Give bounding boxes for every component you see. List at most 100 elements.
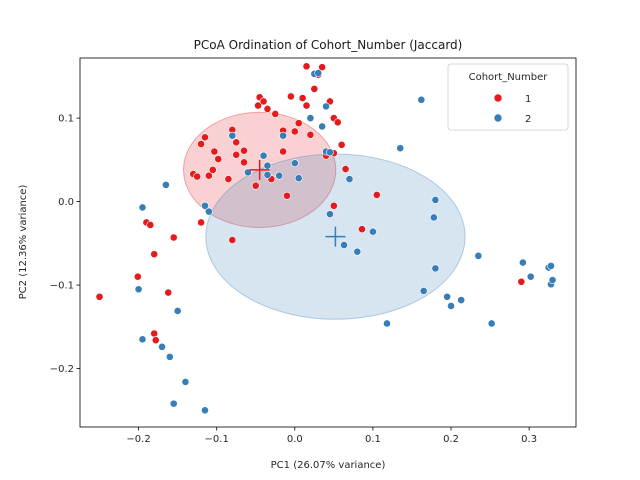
point-cohort-1 [358,225,366,234]
y-tick-label: 0.0 [58,197,74,208]
centroid-cohort-2 [325,226,346,247]
point-cohort-1 [133,272,142,281]
legend-label-cohort-1: 1 [525,94,531,105]
point-cohort-2 [457,296,466,305]
point-cohort-2 [369,227,377,236]
point-cohort-2 [548,276,557,284]
point-cohort-1 [259,97,268,106]
point-cohort-1 [286,92,295,101]
point-cohort-2 [173,307,182,315]
point-cohort-1 [372,191,381,199]
point-cohort-2 [138,203,147,212]
point-cohort-2 [165,352,174,361]
point-cohort-2 [431,196,440,204]
point-cohort-1 [201,133,209,142]
point-cohort-2 [275,171,284,180]
point-cohort-1 [279,147,287,156]
point-cohort-1 [337,140,346,149]
point-cohort-1 [193,172,202,181]
point-cohort-1 [302,62,311,71]
point-cohort-2 [487,319,496,328]
point-cohort-1 [263,105,272,113]
point-cohort-2 [294,174,303,183]
point-cohort-2 [201,406,209,415]
point-cohort-2 [396,144,405,153]
point-cohort-1 [151,336,160,345]
point-cohort-1 [302,101,311,110]
point-cohort-2 [138,335,147,344]
point-cohort-2 [429,213,438,222]
scatter-points [95,62,557,415]
point-cohort-2 [259,151,268,160]
point-cohort-1 [254,101,262,110]
point-cohort-1 [228,236,237,244]
y-axis-label: PC2 (12.36% variance) [18,185,29,300]
point-cohort-1 [208,165,217,174]
legend: Cohort_Number 12 [447,63,569,131]
point-cohort-2 [181,378,190,386]
point-cohort-1 [341,165,350,173]
point-cohort-1 [214,155,223,163]
point-cohort-2 [443,292,452,301]
x-tick-label: 0.3 [521,434,537,445]
x-tick-label: −0.2 [126,434,150,445]
legend-marker-cohort-2 [493,113,503,123]
x-axis: −0.2 −0.1 0.0 0.1 0.2 0.3 [126,427,537,445]
point-cohort-1 [146,221,155,229]
point-cohort-1 [271,110,280,118]
point-cohort-1 [197,218,205,227]
centroid-markers [249,159,346,247]
point-cohort-1 [150,250,159,259]
point-cohort-1 [169,233,178,242]
point-cohort-2 [306,114,315,123]
y-tick-label: −0.1 [50,281,74,292]
point-cohort-2 [158,342,166,351]
chart-title: PCoA Ordination of Cohort_Number (Jaccar… [194,38,463,52]
x-tick-label: −0.1 [205,434,229,445]
legend-frame [447,63,569,131]
point-cohort-1 [333,118,342,127]
point-cohort-1 [329,201,338,210]
point-cohort-2 [383,319,391,328]
y-tick-label: 0.1 [58,114,74,125]
point-cohort-2 [419,287,428,295]
point-cohort-1 [232,138,241,147]
point-cohort-1 [150,329,159,338]
point-cohort-1 [251,181,260,190]
point-cohort-2 [345,175,354,183]
point-cohort-2 [526,272,535,281]
legend-marker-cohort-1 [493,93,503,103]
point-cohort-2 [322,102,330,111]
legend-label-cohort-2: 2 [525,114,531,125]
point-cohort-1 [240,146,248,155]
point-cohort-2 [474,251,483,260]
point-cohort-1 [197,140,205,148]
centroid-cohort-1 [249,159,270,180]
point-cohort-1 [232,150,241,159]
point-cohort-2 [263,161,272,170]
point-cohort-1 [283,191,291,200]
point-cohort-1 [210,147,219,156]
point-cohort-2 [340,241,348,249]
point-cohort-2 [417,95,426,104]
x-tick-label: 0.1 [365,434,381,445]
point-cohort-2 [162,180,170,189]
y-tick-label: −0.2 [50,364,74,375]
point-cohort-2 [326,210,334,219]
point-cohort-1 [95,292,104,301]
legend-items: 12 [493,93,531,125]
point-cohort-2 [547,261,555,270]
point-cohort-2 [447,302,455,310]
point-cohort-1 [164,288,173,297]
point-cohort-2 [134,285,143,294]
point-cohort-2 [318,122,327,131]
point-cohort-1 [517,277,526,286]
point-cohort-2 [263,170,272,179]
x-axis-label: PC1 (26.07% variance) [271,460,386,471]
point-cohort-2 [431,264,440,273]
point-cohort-2 [353,247,362,256]
point-cohort-1 [294,119,303,128]
legend-title: Cohort_Number [469,72,549,83]
point-cohort-2 [204,207,213,216]
